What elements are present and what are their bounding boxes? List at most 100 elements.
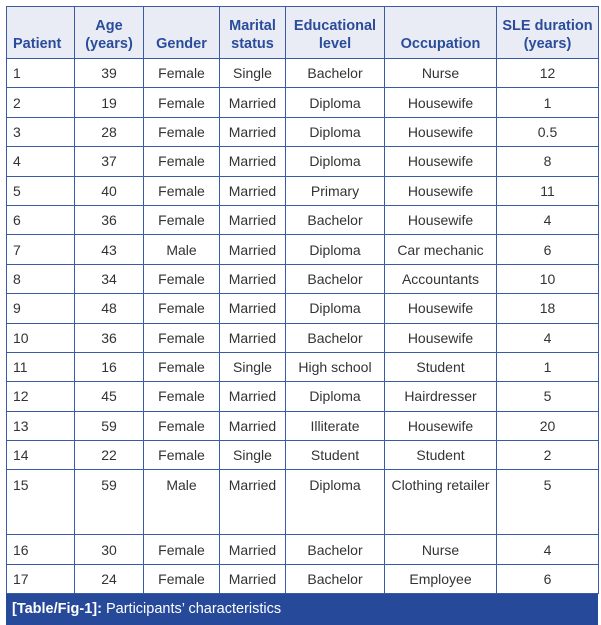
cell-gender: Female <box>143 381 220 412</box>
cell-sle-duration: 6 <box>496 563 599 595</box>
cell-educational-level: Bachelor <box>285 322 385 353</box>
table-caption: [Table/Fig-1]: Participants’ characteris… <box>6 594 598 625</box>
cell-occupation: Clothing retailer <box>384 469 497 536</box>
cell-patient: 14 <box>6 440 75 471</box>
cell-patient: 7 <box>6 234 75 265</box>
cell-educational-level: Bachelor <box>285 563 385 595</box>
cell-patient: 17 <box>6 563 75 595</box>
cell-age: 40 <box>74 175 144 206</box>
cell-marital-status: Married <box>219 534 286 565</box>
cell-gender: Female <box>143 440 220 471</box>
cell-occupation: Student <box>384 351 497 383</box>
cell-age: 28 <box>74 116 144 148</box>
cell-gender: Female <box>143 175 220 206</box>
table-row: 15 59 Male Married Diploma Clothing retailer 5 <box>6 469 599 536</box>
cell-patient: 13 <box>6 410 75 442</box>
cell-marital-status: Married <box>219 293 286 324</box>
cell-sle-duration: 18 <box>496 293 599 324</box>
cell-sle-duration: 5 <box>496 469 599 536</box>
cell-educational-level: Diploma <box>285 116 385 148</box>
table-row: 8 34 Female Married Bachelor Accountants 10 <box>6 263 599 295</box>
column-header-age: Age (years) <box>74 6 144 59</box>
cell-gender: Female <box>143 263 220 295</box>
cell-gender: Female <box>143 563 220 595</box>
cell-occupation: Nurse <box>384 534 497 565</box>
cell-occupation: Employee <box>384 563 497 595</box>
header-row: Patient Age (years) Gender Marital status Ed… <box>6 6 599 59</box>
cell-marital-status: Married <box>219 234 286 265</box>
cell-gender: Female <box>143 204 220 236</box>
cell-marital-status: Married <box>219 146 286 177</box>
cell-marital-status: Married <box>219 410 286 442</box>
column-header-patient: Patient <box>6 6 75 59</box>
table-row: 17 24 Female Married Bachelor Employee 6 <box>6 563 599 595</box>
cell-patient: 3 <box>6 116 75 148</box>
cell-gender: Female <box>143 116 220 148</box>
table-row: 6 36 Female Married Bachelor Housewife 4 <box>6 204 599 236</box>
column-header-occupation: Occupation <box>384 6 497 59</box>
table-row: 16 30 Female Married Bachelor Nurse 4 <box>6 534 599 565</box>
cell-sle-duration: 6 <box>496 234 599 265</box>
cell-marital-status: Married <box>219 469 286 536</box>
cell-sle-duration: 11 <box>496 175 599 206</box>
cell-gender: Female <box>143 410 220 442</box>
caption-label: [Table/Fig-1]: <box>12 601 102 618</box>
cell-marital-status: Married <box>219 563 286 595</box>
cell-occupation: Housewife <box>384 293 497 324</box>
cell-gender: Male <box>143 234 220 265</box>
cell-patient: 12 <box>6 381 75 412</box>
cell-patient: 16 <box>6 534 75 565</box>
cell-marital-status: Married <box>219 322 286 353</box>
cell-age: 36 <box>74 322 144 353</box>
table-row: 4 37 Female Married Diploma Housewife 8 <box>6 146 599 177</box>
cell-occupation: Housewife <box>384 175 497 206</box>
cell-educational-level: Bachelor <box>285 263 385 295</box>
cell-sle-duration: 0.5 <box>496 116 599 148</box>
cell-patient: 5 <box>6 175 75 206</box>
table-row: 13 59 Female Married Illiterate Housewife 20 <box>6 410 599 442</box>
cell-marital-status: Single <box>219 440 286 471</box>
cell-educational-level: Diploma <box>285 87 385 118</box>
cell-sle-duration: 10 <box>496 263 599 295</box>
cell-educational-level: Diploma <box>285 293 385 324</box>
column-header-gender: Gender <box>143 6 220 59</box>
cell-age: 36 <box>74 204 144 236</box>
cell-occupation: Housewife <box>384 87 497 118</box>
cell-age: 24 <box>74 563 144 595</box>
cell-sle-duration: 4 <box>496 534 599 565</box>
cell-educational-level: Primary <box>285 175 385 206</box>
cell-age: 59 <box>74 469 144 536</box>
cell-age: 19 <box>74 87 144 118</box>
cell-sle-duration: 12 <box>496 57 599 89</box>
table-row: 7 43 Male Married Diploma Car mechanic 6 <box>6 234 599 265</box>
cell-sle-duration: 2 <box>496 440 599 471</box>
cell-marital-status: Single <box>219 351 286 383</box>
cell-marital-status: Married <box>219 87 286 118</box>
cell-gender: Male <box>143 469 220 536</box>
table-row: 10 36 Female Married Bachelor Housewife 4 <box>6 322 599 353</box>
cell-sle-duration: 20 <box>496 410 599 442</box>
table-row: 9 48 Female Married Diploma Housewife 18 <box>6 293 599 324</box>
cell-gender: Female <box>143 293 220 324</box>
cell-sle-duration: 4 <box>496 322 599 353</box>
caption-text: Participants’ characteristics <box>105 601 282 618</box>
cell-marital-status: Married <box>219 381 286 412</box>
cell-patient: 6 <box>6 204 75 236</box>
cell-age: 22 <box>74 440 144 471</box>
cell-patient: 15 <box>6 469 75 536</box>
cell-patient: 1 <box>6 57 75 89</box>
cell-educational-level: Bachelor <box>285 57 385 89</box>
cell-gender: Female <box>143 322 220 353</box>
cell-sle-duration: 5 <box>496 381 599 412</box>
cell-sle-duration: 1 <box>496 87 599 118</box>
cell-educational-level: Diploma <box>285 146 385 177</box>
cell-occupation: Housewife <box>384 146 497 177</box>
cell-educational-level: High school <box>285 351 385 383</box>
table-figure: Patient Age (years) Gender Marital status Ed… <box>6 6 599 625</box>
cell-gender: Female <box>143 351 220 383</box>
cell-marital-status: Married <box>219 204 286 236</box>
cell-occupation: Accountants <box>384 263 497 295</box>
cell-age: 43 <box>74 234 144 265</box>
cell-patient: 4 <box>6 146 75 177</box>
table-row: 2 19 Female Married Diploma Housewife 1 <box>6 87 599 118</box>
